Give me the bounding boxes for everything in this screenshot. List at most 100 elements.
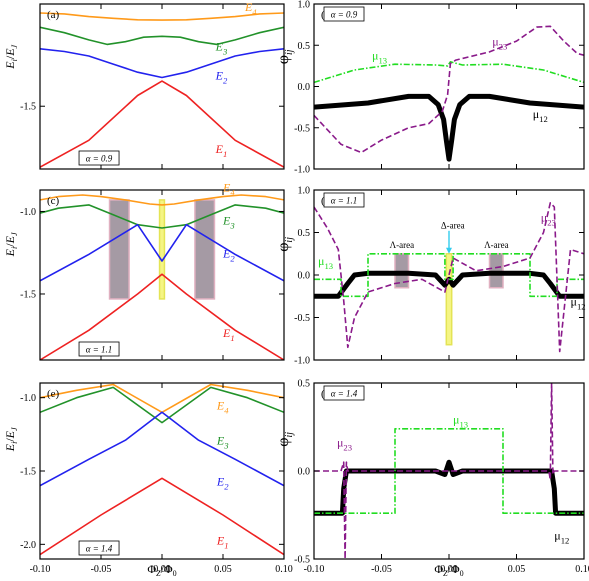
series-line-E1 <box>40 80 284 168</box>
series-line-13 <box>314 60 584 84</box>
series-line-13 <box>314 253 584 298</box>
x-tick-label: 0.00 <box>440 564 458 575</box>
series-line-12 <box>314 93 584 162</box>
shaded-band <box>158 199 166 300</box>
curve-label: E1 <box>216 533 229 550</box>
y-axis-label: Ei/EJ <box>3 232 19 257</box>
x-tick-label: 0.10 <box>575 564 589 575</box>
panel-label: (a) <box>47 9 60 21</box>
curve-label: μ23 <box>541 210 556 227</box>
series-line-E1 <box>40 273 284 360</box>
y-tick-label: -1.0 <box>20 393 36 404</box>
curve-label: μ12 <box>554 529 569 546</box>
y-tick-label: -1.0 <box>20 207 36 218</box>
y-tick-label: -1.0 <box>294 165 310 176</box>
series-line-E4 <box>40 12 284 21</box>
series-line-13 <box>314 427 584 515</box>
curve-label: μ13 <box>318 254 333 271</box>
x-tick-label: 0.10 <box>275 564 293 575</box>
curve-label: E2 <box>222 247 235 264</box>
y-axis-label: Ei/EJ <box>3 44 19 69</box>
x-axis-label: ΦZ/Φ0 <box>434 562 463 578</box>
curve-label: μ23 <box>492 34 507 51</box>
y-tick-label: 0.5 <box>298 228 311 239</box>
alpha-label: α = 0.9 <box>331 10 358 20</box>
y-axis-label: Ei/EJ <box>3 427 19 452</box>
x-tick-label: 0.00 <box>153 564 171 575</box>
y-tick-label: 1.0 <box>298 0 311 11</box>
y-tick-label: -0.5 <box>294 123 310 134</box>
y-axis-label: φij <box>275 49 295 64</box>
curve-label: E1 <box>222 326 235 343</box>
curve-label: E4 <box>244 0 257 17</box>
curve-label: μ13 <box>453 412 468 429</box>
shaded-band <box>445 253 453 346</box>
shaded-band <box>108 199 130 300</box>
series-line-E3 <box>40 26 284 46</box>
y-tick-label: 0.0 <box>298 271 311 282</box>
y-tick-label: -1.5 <box>20 289 36 300</box>
alpha-box <box>78 150 120 166</box>
curve-label: μ13 <box>372 48 387 65</box>
series-line-E3 <box>40 204 284 229</box>
y-tick-label: 0.0 <box>298 467 311 478</box>
series-line-23 <box>314 25 584 154</box>
alpha-label: α = 0.9 <box>86 154 113 164</box>
alpha-label: α = 1.4 <box>86 544 113 554</box>
delta-arrow-head <box>446 247 452 254</box>
y-tick-label: 1.0 <box>298 186 311 197</box>
panel-a: -1.5 (a) α = 0.9 Ei/EJ E4 E3 E2 E1 <box>3 0 285 170</box>
x-tick-label: -0.10 <box>304 564 325 575</box>
curve-label: E4 <box>216 398 229 415</box>
curve-label: E3 <box>215 40 228 57</box>
series-line-E4 <box>40 194 284 206</box>
curve-label: μ12 <box>533 107 548 124</box>
y-tick-label: 0.0 <box>298 82 311 93</box>
y-tick-label: -1.5 <box>20 102 36 113</box>
x-tick-label: -0.05 <box>91 564 112 575</box>
y-tick-label: -2.0 <box>20 540 36 551</box>
y-tick-label: -0.5 <box>294 313 310 324</box>
curve-label: E1 <box>215 142 228 159</box>
curve-label: E2 <box>216 475 229 492</box>
alpha-label: α = 1.4 <box>331 389 358 399</box>
panel-label: (e) <box>47 388 60 400</box>
area-annotation: Λ-area <box>390 240 415 250</box>
area-annotation: Λ-area <box>484 240 509 250</box>
x-tick-label: 0.05 <box>508 564 526 575</box>
panel-d: -1.0-0.50.00.51.0(d)α = 1.1φijμ13μ23μ12Λ… <box>275 186 586 367</box>
y-tick-label: -0.5 <box>294 555 310 566</box>
curve-label: E4 <box>222 181 235 198</box>
series-line-E3 <box>40 386 284 424</box>
series-line-E2 <box>40 223 284 282</box>
alpha-box <box>78 341 120 357</box>
curve-label: μ23 <box>337 435 352 452</box>
x-tick-label: -0.05 <box>371 564 392 575</box>
alpha-label: α = 1.1 <box>331 196 358 206</box>
y-tick-label: -1.0 <box>294 356 310 367</box>
x-tick-label: -0.10 <box>30 564 51 575</box>
alpha-box <box>323 385 365 401</box>
curve-label: E2 <box>215 68 228 85</box>
alpha-box <box>323 192 365 208</box>
shaded-band <box>488 253 504 289</box>
alpha-box <box>78 540 120 556</box>
alpha-box <box>323 6 365 22</box>
plot-frame <box>39 382 285 560</box>
series-line-E1 <box>40 477 284 556</box>
y-tick-label: -1.5 <box>20 467 36 478</box>
x-tick-label: 0.05 <box>214 564 232 575</box>
panel-c: -1.5 -1.0 (c) α = 1.1 Ei/EJ E4 E3 E2 E1 <box>3 181 285 361</box>
panel-label: (c) <box>47 195 60 207</box>
x-axis-label: ΦZ/Φ0 <box>147 562 176 578</box>
curve-label: E3 <box>216 434 229 451</box>
area-annotation: Δ-area <box>441 220 465 230</box>
y-axis-label: φij <box>275 432 295 447</box>
curve-label: μ12 <box>571 295 586 312</box>
alpha-label: α = 1.1 <box>86 345 113 355</box>
panel-e: -2.0 -1.5 -1.0 -0.10 -0.05 0.00 0.05 0.10 (e) α =… <box>3 382 293 578</box>
series-line-E2 <box>40 48 284 79</box>
series-line-23 <box>314 202 584 353</box>
